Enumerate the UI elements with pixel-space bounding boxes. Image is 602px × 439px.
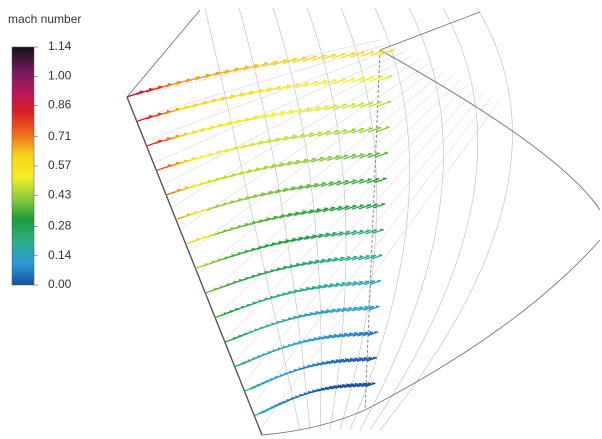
mesh-line xyxy=(205,8,300,430)
page: mach number 1.14 1.00 0.86 0.71 0.57 0.43 0.28… xyxy=(0,0,602,439)
colorbar-tick-label: 0.71 xyxy=(48,129,72,143)
colorbar-title: mach number xyxy=(8,12,81,26)
mesh-line xyxy=(127,40,380,97)
flow-visualization: mach number 1.14 1.00 0.86 0.71 0.57 0.43 0.28… xyxy=(0,0,602,439)
mesh-line xyxy=(145,48,396,141)
mesh-line xyxy=(199,72,444,273)
colorbar-tick-label: 0.86 xyxy=(48,98,72,112)
mesh-line xyxy=(136,44,388,119)
colorbar-tick-label: 0.57 xyxy=(48,158,72,172)
colorbar-tick-label: 1.14 xyxy=(48,39,72,53)
flow-field xyxy=(127,8,600,435)
mesh-line xyxy=(181,64,428,229)
mesh-line xyxy=(360,8,443,430)
mesh-line xyxy=(370,8,478,430)
colorbar-tick-label: 1.00 xyxy=(48,68,72,82)
colorbar-tick-label: 0.28 xyxy=(48,219,72,233)
colorbar-tick-label: 0.43 xyxy=(48,187,72,201)
mesh-line xyxy=(154,52,404,163)
colorbar-tick-label: 0.14 xyxy=(48,248,72,262)
mesh-line xyxy=(244,92,484,383)
colorbar-tick-label: 0.00 xyxy=(48,277,72,291)
mesh-line xyxy=(380,8,512,430)
colorbar xyxy=(12,47,34,285)
casing xyxy=(127,10,600,435)
mesh-line xyxy=(172,60,420,207)
